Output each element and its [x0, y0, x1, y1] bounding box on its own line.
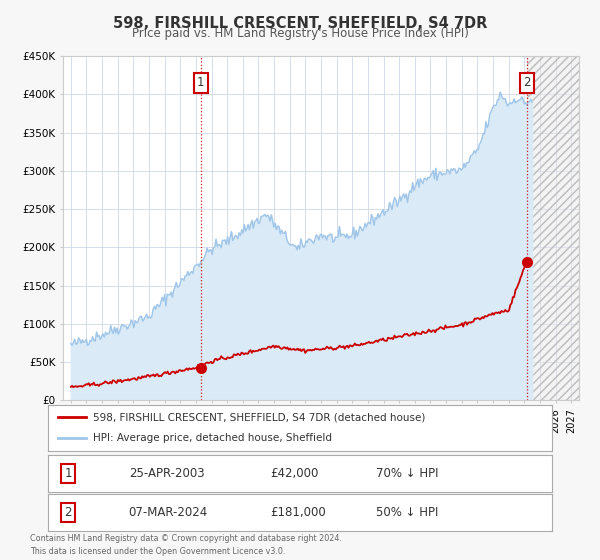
Text: 1: 1: [197, 76, 205, 89]
Text: This data is licensed under the Open Government Licence v3.0.: This data is licensed under the Open Gov…: [30, 547, 286, 556]
Bar: [527, 56, 579, 400]
Text: 598, FIRSHILL CRESCENT, SHEFFIELD, S4 7DR: 598, FIRSHILL CRESCENT, SHEFFIELD, S4 7D…: [113, 16, 487, 31]
Text: £181,000: £181,000: [270, 506, 326, 519]
Text: 70% ↓ HPI: 70% ↓ HPI: [376, 467, 438, 480]
Text: 25-APR-2003: 25-APR-2003: [128, 467, 204, 480]
Text: 07-MAR-2024: 07-MAR-2024: [128, 506, 208, 519]
Text: 2: 2: [523, 76, 531, 89]
Text: £42,000: £42,000: [270, 467, 318, 480]
Text: HPI: Average price, detached house, Sheffield: HPI: Average price, detached house, Shef…: [94, 433, 332, 444]
Text: Contains HM Land Registry data © Crown copyright and database right 2024.: Contains HM Land Registry data © Crown c…: [30, 534, 342, 543]
Text: Price paid vs. HM Land Registry's House Price Index (HPI): Price paid vs. HM Land Registry's House …: [131, 27, 469, 40]
Text: 2: 2: [64, 506, 72, 519]
Text: 1: 1: [64, 467, 72, 480]
Bar: [527, 56, 579, 400]
Text: 598, FIRSHILL CRESCENT, SHEFFIELD, S4 7DR (detached house): 598, FIRSHILL CRESCENT, SHEFFIELD, S4 7D…: [94, 412, 426, 422]
Text: 50% ↓ HPI: 50% ↓ HPI: [376, 506, 438, 519]
